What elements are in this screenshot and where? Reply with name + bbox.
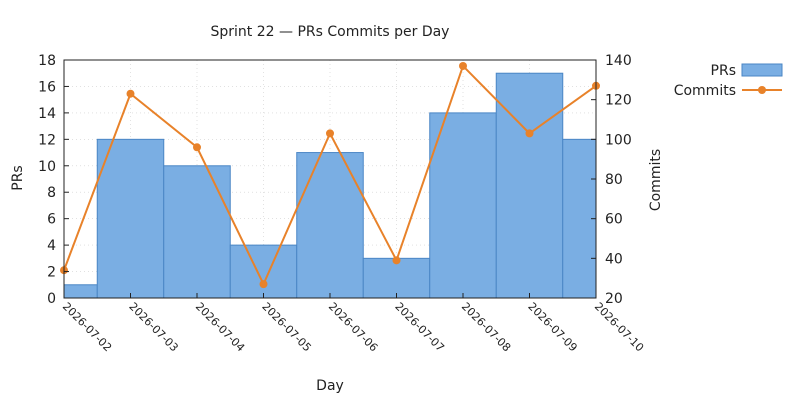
bar-series-prs: [63, 72, 597, 299]
x-axis-ticks: 2026-07-02 2026-07-03 2026-07-04 2026-07-05…: [60, 293, 646, 354]
tick-label-right-1: 40: [605, 251, 623, 267]
y-axis-left-label: PRs: [10, 165, 26, 190]
bar-prs-2: [163, 165, 231, 299]
tick-label-left-8: 16: [38, 79, 56, 95]
bar-prs-1: [96, 138, 165, 299]
bar-prs-4: [296, 152, 364, 299]
tick-label-x-3: 2026-07-05: [259, 300, 313, 354]
tick-label-x-5: 2026-07-07: [392, 300, 446, 354]
tick-label-x-7: 2026-07-09: [525, 300, 579, 354]
tick-label-right-3: 80: [605, 172, 623, 188]
legend-swatch-commits-marker: [758, 86, 766, 94]
legend: PRs Commits: [674, 63, 783, 99]
bar-prs-3: [229, 244, 298, 299]
bar-prs-7: [495, 72, 564, 299]
point-commits-7: [525, 129, 534, 138]
tick-label-right-2: 60: [605, 212, 623, 228]
tick-label-left-4: 8: [47, 185, 56, 201]
tick-label-left-3: 6: [47, 212, 56, 228]
bar-prs-8: [562, 138, 597, 299]
tick-label-right-5: 120: [605, 93, 632, 109]
y-axis-right-label: Commits: [648, 149, 664, 211]
legend-label-commits: Commits: [674, 83, 736, 99]
tick-label-left-6: 12: [38, 132, 56, 148]
point-commits-4: [326, 129, 334, 138]
bar-prs-0: [63, 284, 98, 299]
tick-label-x-1: 2026-07-03: [126, 300, 180, 354]
line-series-commits: [60, 61, 600, 289]
legend-swatch-prs: [741, 63, 783, 77]
point-commits-2: [193, 143, 201, 152]
chart-title: Sprint 22 — PRs Commits per Day: [211, 24, 450, 40]
tick-label-x-0: 2026-07-02: [60, 300, 114, 354]
tick-label-x-4: 2026-07-06: [326, 300, 380, 354]
tick-label-left-9: 18: [38, 53, 56, 69]
tick-label-left-1: 2: [47, 265, 56, 281]
tick-label-right-6: 140: [605, 53, 632, 69]
bar-prs-5: [362, 257, 431, 299]
legend-label-prs: PRs: [711, 63, 736, 79]
point-commits-3: [259, 280, 268, 289]
tick-label-x-8: 2026-07-10: [592, 300, 646, 354]
tick-label-x-6: 2026-07-08: [459, 300, 513, 354]
tick-label-left-5: 10: [38, 159, 56, 175]
point-commits-6: [459, 61, 467, 70]
x-axis-label: Day: [316, 378, 344, 394]
point-commits-1: [126, 89, 135, 98]
tick-label-right-4: 100: [605, 132, 632, 148]
tick-label-right-0: 20: [605, 291, 623, 307]
tick-label-left-2: 4: [47, 238, 56, 254]
tick-label-left-7: 14: [38, 106, 56, 122]
bar-prs-6: [429, 112, 497, 299]
y-axis-right-ticks: 20 40 60 80 100 120 140: [591, 53, 632, 307]
point-commits-5: [392, 256, 401, 265]
tick-label-x-2: 2026-07-04: [193, 300, 247, 354]
tick-label-left-0: 0: [47, 291, 56, 307]
y-axis-left-ticks: 0 2 4 6 8 10 12 14 16 18: [38, 53, 69, 307]
